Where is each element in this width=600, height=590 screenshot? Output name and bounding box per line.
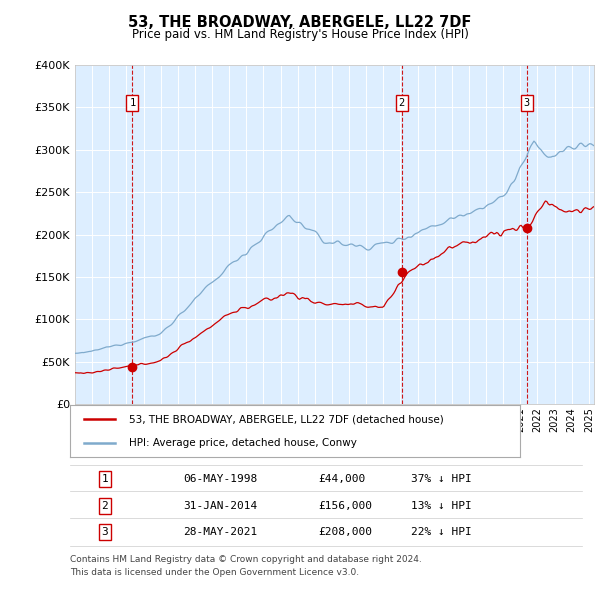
Text: 2: 2 bbox=[398, 98, 405, 108]
Text: This data is licensed under the Open Government Licence v3.0.: This data is licensed under the Open Gov… bbox=[70, 568, 359, 576]
Text: £208,000: £208,000 bbox=[318, 527, 372, 537]
Text: 37% ↓ HPI: 37% ↓ HPI bbox=[411, 474, 472, 484]
Text: 06-MAY-1998: 06-MAY-1998 bbox=[183, 474, 257, 484]
Text: 31-JAN-2014: 31-JAN-2014 bbox=[183, 501, 257, 510]
Text: 22% ↓ HPI: 22% ↓ HPI bbox=[411, 527, 472, 537]
Text: 3: 3 bbox=[524, 98, 530, 108]
Text: HPI: Average price, detached house, Conwy: HPI: Average price, detached house, Conw… bbox=[129, 438, 356, 448]
Text: 3: 3 bbox=[101, 527, 109, 537]
Text: 28-MAY-2021: 28-MAY-2021 bbox=[183, 527, 257, 537]
Text: 53, THE BROADWAY, ABERGELE, LL22 7DF: 53, THE BROADWAY, ABERGELE, LL22 7DF bbox=[128, 15, 472, 30]
Text: 1: 1 bbox=[129, 98, 136, 108]
Text: Price paid vs. HM Land Registry's House Price Index (HPI): Price paid vs. HM Land Registry's House … bbox=[131, 28, 469, 41]
Text: Contains HM Land Registry data © Crown copyright and database right 2024.: Contains HM Land Registry data © Crown c… bbox=[70, 555, 422, 563]
Text: 13% ↓ HPI: 13% ↓ HPI bbox=[411, 501, 472, 510]
Text: £44,000: £44,000 bbox=[318, 474, 365, 484]
Text: £156,000: £156,000 bbox=[318, 501, 372, 510]
Text: 53, THE BROADWAY, ABERGELE, LL22 7DF (detached house): 53, THE BROADWAY, ABERGELE, LL22 7DF (de… bbox=[129, 414, 443, 424]
Text: 2: 2 bbox=[101, 501, 109, 510]
Text: 1: 1 bbox=[101, 474, 109, 484]
